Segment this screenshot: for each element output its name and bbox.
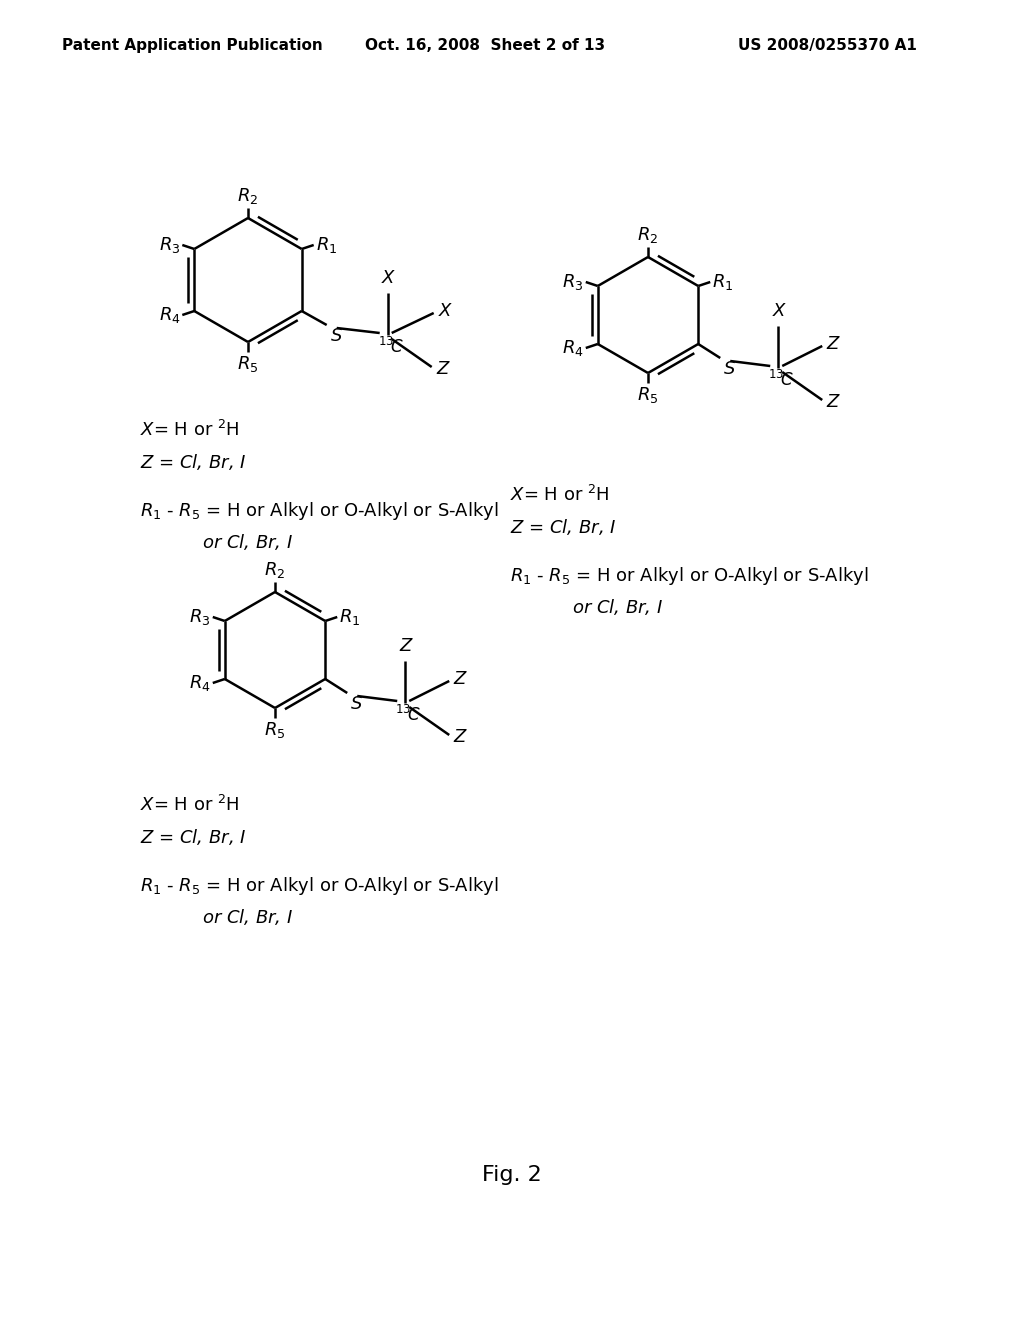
Text: Oct. 16, 2008  Sheet 2 of 13: Oct. 16, 2008 Sheet 2 of 13 [365, 38, 605, 53]
Text: $X$= H or $^{2}$H: $X$= H or $^{2}$H [140, 420, 240, 440]
Text: $X$: $X$ [437, 302, 454, 319]
Text: $Z$: $Z$ [826, 393, 842, 411]
Text: $Z$: $Z$ [454, 671, 468, 688]
Text: $X$= H or $^{2}$H: $X$= H or $^{2}$H [140, 795, 240, 814]
Text: $X$= H or $^{2}$H: $X$= H or $^{2}$H [510, 484, 609, 506]
Text: or $Cl$, $Br$, $I$: or $Cl$, $Br$, $I$ [202, 907, 293, 927]
Text: $R_3$: $R_3$ [189, 607, 211, 627]
Text: $R_1$: $R_1$ [339, 607, 360, 627]
Text: $Z$ = $Cl$, $Br$, $I$: $Z$ = $Cl$, $Br$, $I$ [140, 451, 247, 473]
Text: $Z$ = $Cl$, $Br$, $I$: $Z$ = $Cl$, $Br$, $I$ [140, 828, 247, 847]
Text: $S$: $S$ [723, 360, 736, 378]
Text: $X$: $X$ [771, 302, 787, 319]
Text: $R_1$: $R_1$ [315, 235, 337, 255]
Text: $R_3$: $R_3$ [159, 235, 180, 255]
Text: $R_2$: $R_2$ [264, 560, 286, 579]
Text: $R_4$: $R_4$ [562, 338, 584, 358]
Text: $Z$: $Z$ [454, 729, 468, 746]
Text: $R_5$: $R_5$ [238, 354, 259, 374]
Text: or $Cl$, $Br$, $I$: or $Cl$, $Br$, $I$ [202, 532, 293, 552]
Text: $^{13}\!C$: $^{13}\!C$ [768, 370, 795, 391]
Text: $R_2$: $R_2$ [637, 224, 658, 246]
Text: $Z$ = $Cl$, $Br$, $I$: $Z$ = $Cl$, $Br$, $I$ [510, 517, 616, 537]
Text: $R_1$ - $R_5$ = H or Alkyl or O-Alkyl or S-Alkyl: $R_1$ - $R_5$ = H or Alkyl or O-Alkyl or… [140, 875, 499, 898]
Text: $^{13}\!C$: $^{13}\!C$ [378, 337, 404, 358]
Text: $R_5$: $R_5$ [264, 719, 286, 741]
Text: $^{13}\!C$: $^{13}\!C$ [395, 705, 422, 725]
Text: Fig. 2: Fig. 2 [482, 1166, 542, 1185]
Text: US 2008/0255370 A1: US 2008/0255370 A1 [738, 38, 916, 53]
Text: $S$: $S$ [350, 696, 364, 713]
Text: $R_2$: $R_2$ [238, 186, 259, 206]
Text: $S$: $S$ [330, 327, 343, 345]
Text: $X$: $X$ [381, 269, 396, 286]
Text: $R_1$: $R_1$ [713, 272, 733, 292]
Text: $Z$: $Z$ [398, 638, 414, 655]
Text: $R_5$: $R_5$ [637, 385, 658, 405]
Text: $Z$: $Z$ [435, 360, 451, 378]
Text: $R_1$ - $R_5$ = H or Alkyl or O-Alkyl or S-Alkyl: $R_1$ - $R_5$ = H or Alkyl or O-Alkyl or… [510, 565, 868, 587]
Text: $Z$: $Z$ [826, 335, 842, 352]
Text: $R_3$: $R_3$ [562, 272, 584, 292]
Text: or $Cl$, $Br$, $I$: or $Cl$, $Br$, $I$ [572, 597, 664, 616]
Text: $R_1$ - $R_5$ = H or Alkyl or O-Alkyl or S-Alkyl: $R_1$ - $R_5$ = H or Alkyl or O-Alkyl or… [140, 500, 499, 521]
Text: $R_4$: $R_4$ [159, 305, 180, 325]
Text: Patent Application Publication: Patent Application Publication [62, 38, 323, 53]
Text: $R_4$: $R_4$ [189, 673, 211, 693]
